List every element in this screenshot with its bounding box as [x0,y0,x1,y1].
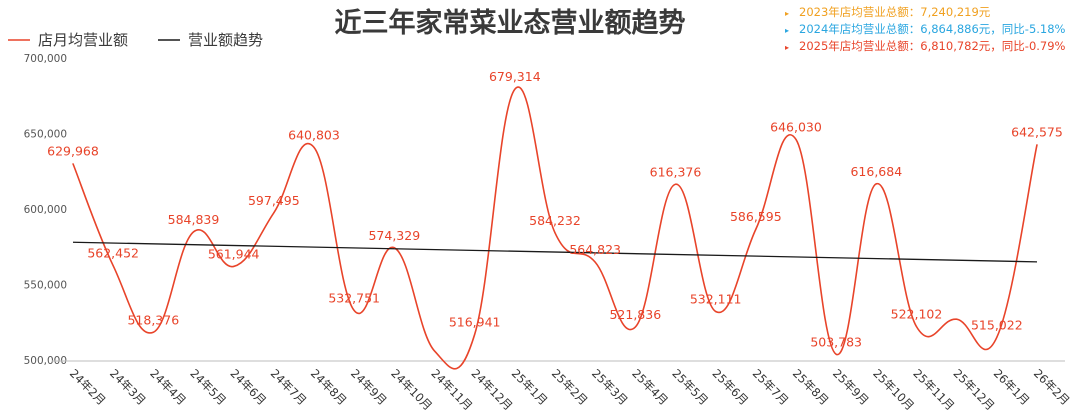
data-label: 640,803 [288,127,340,142]
summary-2023: 2023年店均营业总额：7,240,219元 [799,5,991,19]
data-label: 518,376 [127,312,179,327]
data-point [594,261,596,263]
data-label: 574,329 [368,228,420,243]
x-tick-label: 24年8月 [308,366,350,408]
data-point [674,183,677,185]
summary-2024: 2024年店均营业总额：6,864,886元，同比-5.18% [799,22,1066,36]
data-label: 646,030 [770,119,822,134]
summary-box: ▸ 2023年店均营业总额：7,240,219元 ▸ 2024年店均营业总额：6… [785,5,1066,53]
y-axis: 500,000 550,000 600,000 650,000 700,000 [24,53,67,367]
legend-label-series: 店月均营业额 [38,31,128,49]
x-tick-label: 25年12月 [951,366,998,413]
data-label: 679,314 [489,69,541,84]
data-point [835,353,837,355]
x-tick-label: 24年9月 [348,366,390,408]
x-tick-label: 25年7月 [750,366,792,408]
summary-bullet-2023: ▸ [785,9,789,18]
data-point [875,183,877,185]
data-point [474,333,476,336]
data-point [634,326,636,328]
data-label: 562,452 [87,246,139,261]
summary-bullet-2024: ▸ [785,26,789,35]
data-label: 584,839 [168,212,220,227]
x-tick-label: 25年8月 [790,366,832,408]
data-label: 522,102 [891,307,943,322]
data-label: 521,836 [609,307,661,322]
data-label: 515,022 [971,317,1023,332]
data-label: 629,968 [47,144,99,159]
x-tick-label: 24年7月 [268,366,310,408]
trend-line [72,241,1038,263]
data-label: 503,783 [810,334,862,349]
legend: 店月均营业额 营业额趋势 [8,31,263,49]
data-point [715,310,717,313]
legend-label-trend: 营业额趋势 [188,31,263,49]
x-tick-label: 25年9月 [830,366,872,408]
x-tick-label: 26年2月 [1031,366,1073,408]
y-tick-label: 700,000 [24,53,67,65]
x-tick-label: 24年10月 [388,366,435,413]
data-point [353,309,355,312]
data-point [393,247,395,249]
data-point [112,265,114,267]
data-label: 616,376 [650,164,702,179]
data-point [915,326,918,328]
data-point [152,331,154,333]
data-label: 532,751 [328,291,380,306]
data-point [72,163,74,165]
data-label: 642,575 [1011,125,1063,140]
data-point [273,212,275,214]
data-point [433,350,436,352]
summary-2025: 2025年店均营业总额：6,810,782元，同比-0.79% [799,39,1066,53]
series-line [72,86,1038,370]
x-tick-label: 24年3月 [107,366,149,408]
data-point [956,318,958,320]
x-tick-label: 24年11月 [428,366,475,413]
x-tick-label: 25年11月 [910,366,957,413]
data-label: 584,232 [529,213,581,228]
data-label: 586,595 [730,209,782,224]
data-point [996,336,998,338]
data-label: 564,823 [569,242,621,257]
x-axis: 24年2月24年3月24年4月24年5月24年6月24年7月24年8月24年9月… [52,360,1073,413]
data-point [554,232,556,234]
data-point [514,88,516,90]
data-label: 561,944 [208,246,260,261]
data-point [313,146,315,148]
x-tick-label: 25年10月 [870,366,917,413]
x-tick-label: 25年2月 [549,366,591,408]
y-tick-label: 650,000 [24,129,67,141]
summary-bullet-2025: ▸ [785,43,789,52]
data-point [1036,144,1038,146]
y-tick-label: 500,000 [24,355,67,367]
data-point [233,265,235,268]
x-tick-label: 25年3月 [589,366,631,408]
data-label: 597,495 [248,193,300,208]
chart-title: 近三年家常菜业态营业额趋势 [335,7,686,39]
data-point [192,231,195,233]
x-tick-label: 24年6月 [228,366,270,408]
x-tick-label: 25年6月 [710,366,752,408]
x-tick-label: 24年4月 [147,366,189,408]
x-tick-label: 24年2月 [67,366,109,408]
data-point [795,138,797,141]
data-label: 616,684 [850,164,902,179]
y-tick-label: 600,000 [24,204,67,216]
x-tick-label: 25年4月 [629,366,671,408]
x-tick-label: 25年5月 [669,366,711,408]
y-tick-label: 550,000 [24,280,67,292]
data-label: 532,111 [690,292,742,307]
plot-area: 629,968 562,452 518,376 584,839 561,944 597,4… [47,69,1063,370]
data-point [755,228,757,230]
x-tick-label: 24年12月 [469,366,516,413]
data-label: 516,941 [449,314,501,329]
x-tick-label: 24年5月 [187,366,229,408]
